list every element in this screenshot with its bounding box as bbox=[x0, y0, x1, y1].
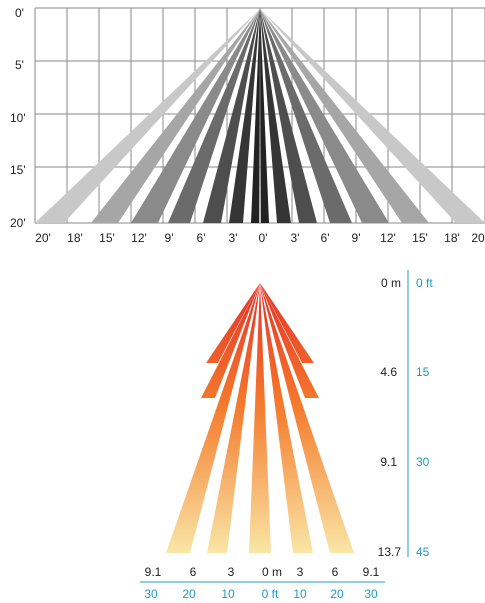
beam-left bbox=[229, 9, 260, 223]
top-y-axis-labels: 0' 5' 10' 15' 20' bbox=[10, 6, 26, 230]
width-ft-label: 30 bbox=[364, 587, 378, 601]
bottom-beams bbox=[166, 283, 354, 553]
beam-right bbox=[260, 9, 269, 223]
beam-left bbox=[166, 283, 260, 553]
depth-ft-1: 15 bbox=[416, 365, 430, 379]
x-label: 3' bbox=[291, 231, 300, 245]
beam-left bbox=[206, 283, 260, 363]
x-label: 12' bbox=[380, 231, 396, 245]
coverage-diagram-top-view: 0' 5' 10' 15' 20' 20' 18' 15' 12' 9' 6' 3' 0' 3'… bbox=[10, 6, 485, 245]
top-beams bbox=[35, 9, 485, 223]
beam-left bbox=[251, 9, 260, 223]
beam-right bbox=[260, 283, 271, 553]
beam-left bbox=[203, 9, 260, 223]
beam-right bbox=[260, 9, 389, 223]
beam-right bbox=[260, 9, 317, 223]
depth-ft-3: 45 bbox=[416, 545, 430, 559]
depth-m-1: 4.6 bbox=[380, 365, 397, 379]
bottom-width-ft-labels: 30 20 10 0 ft 10 20 30 bbox=[144, 587, 378, 601]
width-m-label: 6 bbox=[332, 565, 339, 579]
x-label: 20 bbox=[471, 231, 485, 245]
x-label: 3' bbox=[229, 231, 238, 245]
depth-ft-2: 30 bbox=[416, 455, 430, 469]
right-axis-labels: 0 m 0 ft 4.6 15 9.1 30 13.7 45 bbox=[378, 276, 434, 559]
beam-left bbox=[201, 283, 260, 398]
beam-left bbox=[207, 283, 260, 553]
x-label: 15' bbox=[99, 231, 115, 245]
y-label-0: 0' bbox=[15, 6, 24, 20]
x-label: 15' bbox=[412, 231, 428, 245]
beam-left bbox=[131, 9, 260, 223]
beam-right bbox=[260, 283, 354, 553]
beam-right bbox=[260, 9, 352, 223]
depth-ft-0: 0 ft bbox=[416, 276, 433, 290]
width-ft-label: 30 bbox=[144, 587, 158, 601]
beam-right bbox=[260, 283, 313, 553]
width-m-label: 3 bbox=[228, 565, 235, 579]
width-ft-label: 10 bbox=[293, 587, 307, 601]
beam-left bbox=[249, 283, 260, 553]
beam-right bbox=[260, 9, 429, 223]
x-label: 0' bbox=[259, 231, 268, 245]
beam-right bbox=[260, 283, 314, 363]
depth-m-0: 0 m bbox=[381, 276, 401, 290]
bottom-width-m-labels: 9.1 6 3 0 m 3 6 9.1 bbox=[145, 565, 380, 579]
width-ft-label: 20 bbox=[182, 587, 196, 601]
width-m-label: 6 bbox=[190, 565, 197, 579]
beam-left bbox=[35, 9, 260, 223]
x-label: 18' bbox=[67, 231, 83, 245]
top-x-axis-labels: 20' 18' 15' 12' 9' 6' 3' 0' 3' 6' 9' 12' 15' 18' 20 bbox=[35, 231, 485, 245]
x-label: 9' bbox=[165, 231, 174, 245]
width-ft-label: 20 bbox=[330, 587, 344, 601]
beam-right bbox=[260, 9, 485, 223]
depth-m-3: 13.7 bbox=[378, 545, 402, 559]
x-label: 18' bbox=[444, 231, 460, 245]
width-m-label: 0 m bbox=[262, 565, 282, 579]
x-label: 9' bbox=[352, 231, 361, 245]
width-ft-label: 0 ft bbox=[262, 587, 279, 601]
y-label-20: 20' bbox=[10, 216, 26, 230]
top-grid bbox=[34, 7, 485, 224]
width-m-label: 9.1 bbox=[363, 565, 380, 579]
beam-left bbox=[91, 9, 260, 223]
x-label: 6' bbox=[321, 231, 330, 245]
y-label-5: 5' bbox=[15, 58, 24, 72]
beam-right bbox=[260, 9, 291, 223]
width-m-label: 3 bbox=[297, 565, 304, 579]
x-label: 6' bbox=[197, 231, 206, 245]
y-label-10: 10' bbox=[10, 111, 26, 125]
x-label: 20' bbox=[35, 231, 51, 245]
width-m-label: 9.1 bbox=[145, 565, 162, 579]
x-label: 12' bbox=[131, 231, 147, 245]
beam-right bbox=[260, 283, 319, 398]
width-ft-label: 10 bbox=[221, 587, 235, 601]
beam-left bbox=[168, 9, 260, 223]
y-label-15: 15' bbox=[10, 163, 26, 177]
depth-m-2: 9.1 bbox=[380, 455, 397, 469]
